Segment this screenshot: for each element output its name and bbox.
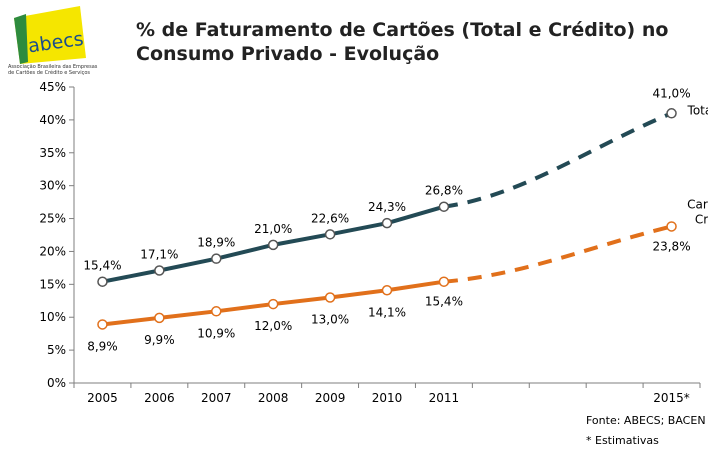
data-point-marker	[381, 217, 393, 229]
y-tick-label: 5%	[47, 343, 66, 357]
y-tick-label: 35%	[39, 146, 66, 160]
data-point-marker	[97, 319, 108, 330]
data-point-marker	[666, 108, 677, 119]
series-label-total: Total	[687, 103, 708, 117]
y-tick-label: 30%	[39, 179, 66, 193]
data-label: 26,8%	[425, 184, 463, 198]
data-point-marker	[154, 265, 165, 276]
estimate-footnote: * Estimativas	[586, 434, 659, 447]
chart-title-line-1: % de Faturamento de Cartões (Total e Cré…	[136, 19, 669, 41]
data-point-marker	[438, 276, 450, 287]
data-label: 12,0%	[254, 319, 292, 333]
chart-title-line-2: Consumo Privado - Evolução	[136, 43, 440, 65]
x-tick-label: 2015*	[653, 391, 690, 405]
series-label-credito: Crédito	[695, 212, 708, 226]
data-label: 17,1%	[140, 248, 178, 262]
data-point-marker	[267, 239, 279, 251]
data-point-marker	[324, 292, 336, 303]
source-note: Fonte: ABECS; BACEN	[586, 414, 706, 427]
y-tick-label: 0%	[47, 376, 66, 390]
data-label: 13,0%	[311, 312, 349, 326]
data-point-marker	[211, 306, 222, 317]
data-point-marker	[666, 221, 677, 232]
data-label: 15,4%	[425, 295, 463, 309]
x-tick-label: 2007	[201, 391, 232, 405]
data-point-marker	[211, 253, 222, 264]
abecs-logo: abecs Associação Brasileira das Empresas…	[8, 6, 98, 76]
x-tick-label: 2011	[429, 391, 460, 405]
data-label: 21,0%	[254, 222, 292, 236]
data-point-marker	[438, 201, 450, 212]
y-tick-label: 15%	[39, 277, 66, 291]
series-label-credito: Cartão de	[687, 197, 708, 211]
data-label: 41,0%	[652, 86, 690, 100]
y-tick-label: 40%	[39, 113, 66, 127]
data-point-marker	[97, 276, 108, 287]
chart-title: % de Faturamento de Cartões (Total e Cré…	[136, 18, 696, 66]
svg-text:de Cartões de Crédito e Serviç: de Cartões de Crédito e Serviços	[8, 69, 90, 76]
data-label: 14,1%	[368, 305, 406, 319]
data-label: 18,9%	[197, 236, 235, 250]
data-label: 23,8%	[652, 239, 690, 253]
projection-line-total	[443, 111, 673, 209]
svg-text:Associação Brasileira das Empr: Associação Brasileira das Empresas	[8, 64, 98, 70]
x-tick-label: 2006	[144, 391, 175, 405]
data-point-marker	[267, 298, 279, 310]
y-tick-label: 10%	[39, 310, 66, 324]
data-point-marker	[324, 229, 336, 240]
y-tick-label: 20%	[39, 244, 66, 258]
data-label: 8,9%	[87, 339, 118, 353]
x-tick-label: 2009	[315, 391, 346, 405]
data-point-marker	[154, 312, 165, 324]
data-label: 10,9%	[197, 326, 235, 340]
data-label: 22,6%	[311, 211, 349, 225]
y-tick-label: 25%	[39, 212, 66, 226]
projection-line-credito	[443, 224, 673, 284]
x-tick-label: 2005	[87, 391, 118, 405]
data-label: 9,9%	[144, 333, 175, 347]
y-tick-label: 45%	[39, 80, 66, 94]
data-label: 24,3%	[368, 200, 406, 214]
data-point-marker	[381, 285, 393, 296]
x-tick-label: 2008	[258, 391, 289, 405]
x-tick-label: 2010	[372, 391, 403, 405]
data-label: 15,4%	[83, 259, 121, 273]
